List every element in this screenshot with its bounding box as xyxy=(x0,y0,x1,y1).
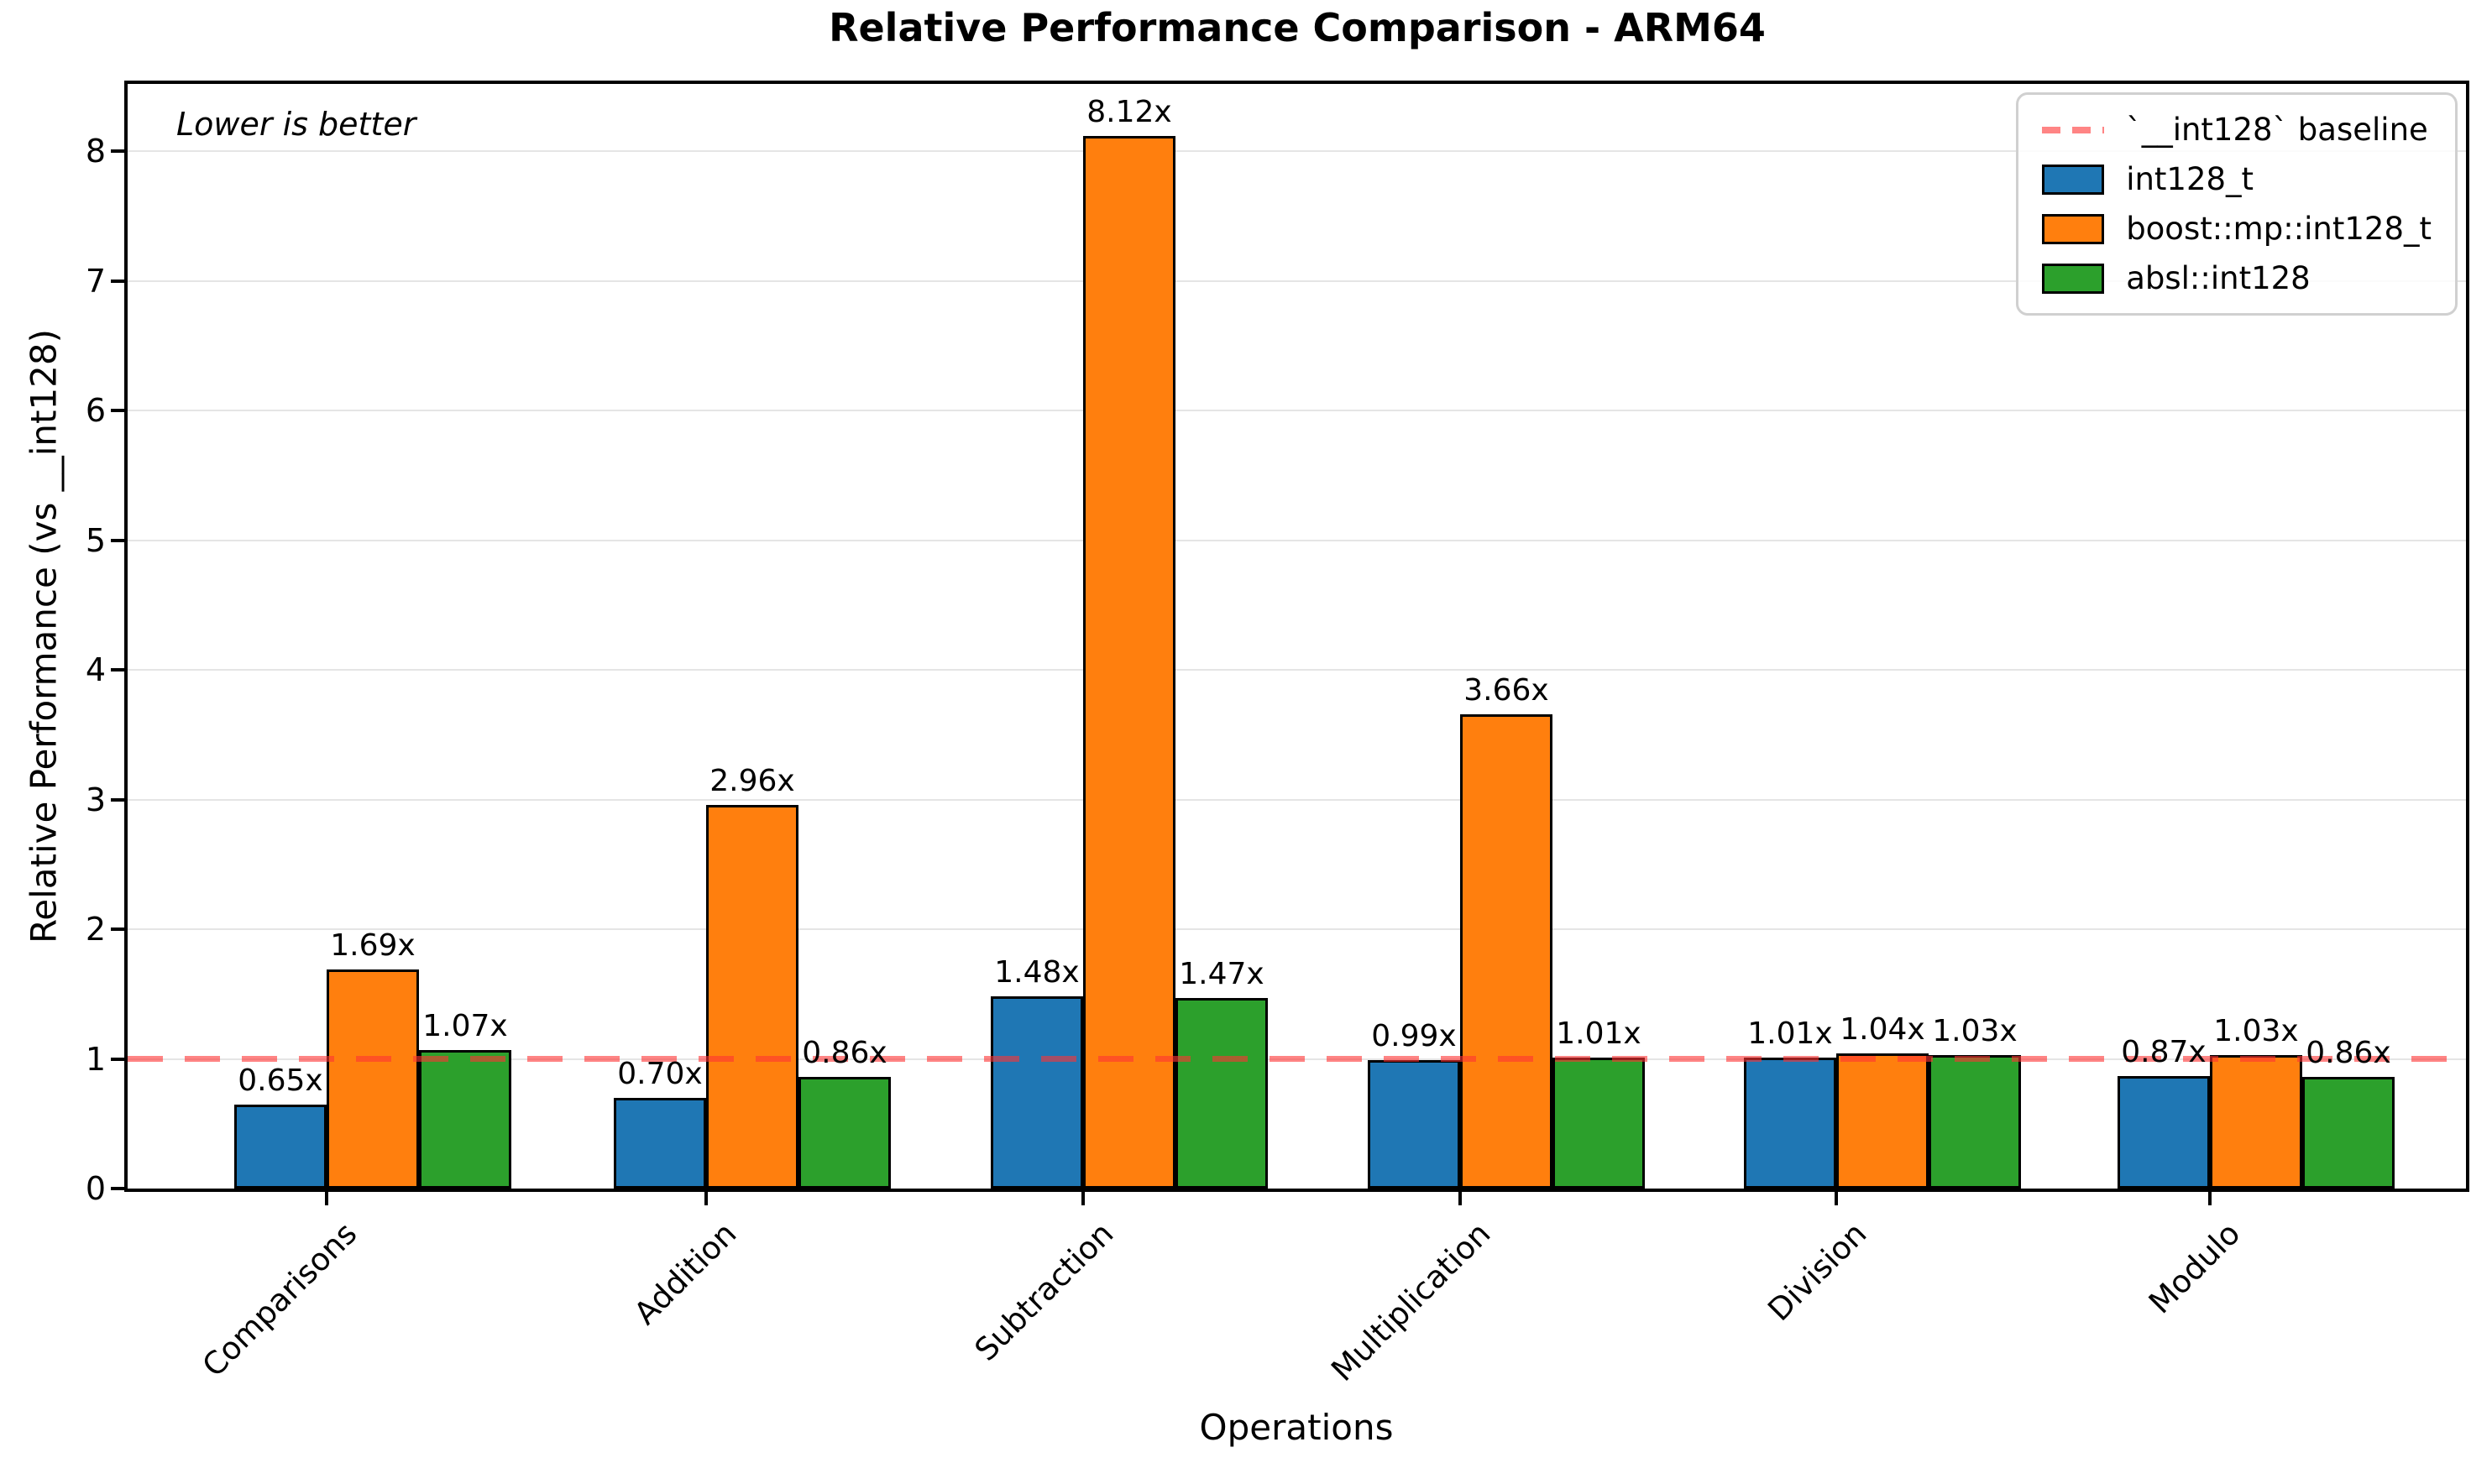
bar-value-label: 1.04x xyxy=(1840,1012,1925,1048)
bar-value-label: 1.47x xyxy=(1179,956,1264,991)
legend-entry: int128_t xyxy=(2042,161,2432,197)
bar-value-label: 2.96x xyxy=(709,763,795,798)
x-tick-mark xyxy=(2208,1192,2212,1205)
x-tick-label: Comparisons xyxy=(195,1215,364,1384)
bar-absl::int128 xyxy=(419,1049,511,1189)
y-tick-label: 6 xyxy=(85,392,106,430)
legend-color-swatch xyxy=(2042,164,2105,195)
bar-value-label: 0.99x xyxy=(1371,1019,1457,1054)
bar-value-label: 8.12x xyxy=(1086,94,1172,129)
bar-int128_t xyxy=(1368,1060,1460,1189)
bar-value-label: 0.65x xyxy=(238,1063,323,1098)
bar-boost::mp::int128_t xyxy=(327,969,419,1189)
bar-value-label: 1.03x xyxy=(2213,1013,2299,1048)
x-tick-mark xyxy=(325,1192,328,1205)
y-tick-label: 0 xyxy=(85,1170,106,1207)
y-tick-label: 5 xyxy=(85,521,106,559)
y-tick-label: 4 xyxy=(85,651,106,689)
bar-value-label: 0.87x xyxy=(2121,1034,2207,1069)
legend-color-swatch xyxy=(2042,213,2105,244)
y-tick-label: 2 xyxy=(85,911,106,948)
y-tick-mark xyxy=(111,279,124,283)
bar-value-label: 1.48x xyxy=(994,955,1080,990)
gridline xyxy=(128,798,2466,801)
bar-boost::mp::int128_t xyxy=(1836,1053,1929,1189)
y-tick-mark xyxy=(111,797,124,802)
bar-int128_t xyxy=(614,1097,706,1189)
bar-int128_t xyxy=(2118,1075,2210,1189)
bar-value-label: 0.70x xyxy=(617,1056,703,1091)
bar-value-label: 1.03x xyxy=(1932,1013,2018,1048)
bar-absl::int128 xyxy=(798,1077,891,1189)
chart-title: Relative Performance Comparison - ARM64 xyxy=(829,5,1766,50)
bar-value-label: 1.69x xyxy=(330,928,416,963)
bar-boost::mp::int128_t xyxy=(1083,135,1175,1189)
gridline xyxy=(128,928,2466,931)
y-tick-mark xyxy=(111,1187,124,1190)
x-axis-label: Operations xyxy=(1199,1407,1394,1448)
y-tick-mark xyxy=(111,538,124,542)
y-tick-mark xyxy=(111,409,124,413)
x-tick-label: Subtraction xyxy=(967,1215,1121,1368)
bar-value-label: 1.01x xyxy=(1747,1016,1833,1051)
bar-int128_t xyxy=(991,996,1083,1189)
x-tick-label: Addition xyxy=(626,1215,744,1332)
bar-value-label: 0.86x xyxy=(802,1036,887,1071)
bar-value-label: 1.07x xyxy=(422,1008,508,1043)
legend-color-swatch xyxy=(2042,263,2105,294)
x-tick-mark xyxy=(704,1192,708,1205)
legend-label: absl::int128 xyxy=(2126,260,2311,296)
bar-int128_t xyxy=(1744,1058,1836,1189)
bar-value-label: 0.86x xyxy=(2306,1036,2391,1071)
y-tick-label: 7 xyxy=(85,262,106,300)
legend-entry: absl::int128 xyxy=(2042,260,2432,296)
x-tick-mark xyxy=(1458,1192,1462,1205)
baseline-dashed-line xyxy=(128,1055,2466,1062)
y-tick-label: 1 xyxy=(85,1040,106,1078)
y-tick-mark xyxy=(111,928,124,932)
bar-absl::int128 xyxy=(1552,1058,1645,1189)
bar-value-label: 3.66x xyxy=(1463,672,1549,708)
gridline xyxy=(128,280,2466,282)
legend-entry: boost::mp::int128_t xyxy=(2042,211,2432,247)
legend-label: `__int128` baseline xyxy=(2126,112,2428,148)
bar-boost::mp::int128_t xyxy=(706,804,798,1189)
lower-is-better-note: Lower is better xyxy=(176,106,416,143)
y-tick-label: 8 xyxy=(85,133,106,170)
gridline xyxy=(128,150,2466,153)
x-tick-label: Multiplication xyxy=(1324,1215,1498,1389)
bar-absl::int128 xyxy=(1929,1054,2021,1189)
bar-boost::mp::int128_t xyxy=(1460,713,1552,1189)
y-tick-label: 3 xyxy=(85,781,106,818)
x-tick-mark xyxy=(1081,1192,1085,1205)
bar-absl::int128 xyxy=(2302,1077,2395,1189)
legend-label: int128_t xyxy=(2126,161,2254,197)
y-tick-mark xyxy=(111,1057,124,1061)
bar-boost::mp::int128_t xyxy=(2210,1054,2302,1189)
x-tick-label: Modulo xyxy=(2141,1215,2248,1321)
y-tick-mark xyxy=(111,149,124,154)
bar-absl::int128 xyxy=(1175,997,1268,1189)
gridline xyxy=(128,539,2466,541)
x-tick-label: Division xyxy=(1761,1215,1874,1329)
x-tick-mark xyxy=(1835,1192,1838,1205)
legend-dash-swatch xyxy=(2042,126,2105,133)
legend-entry: `__int128` baseline xyxy=(2042,112,2432,148)
gridline xyxy=(128,669,2466,671)
bar-int128_t xyxy=(234,1104,327,1189)
y-tick-mark xyxy=(111,668,124,672)
bar-value-label: 1.01x xyxy=(1556,1016,1641,1051)
gridline xyxy=(128,410,2466,412)
legend-label: boost::mp::int128_t xyxy=(2126,211,2432,247)
